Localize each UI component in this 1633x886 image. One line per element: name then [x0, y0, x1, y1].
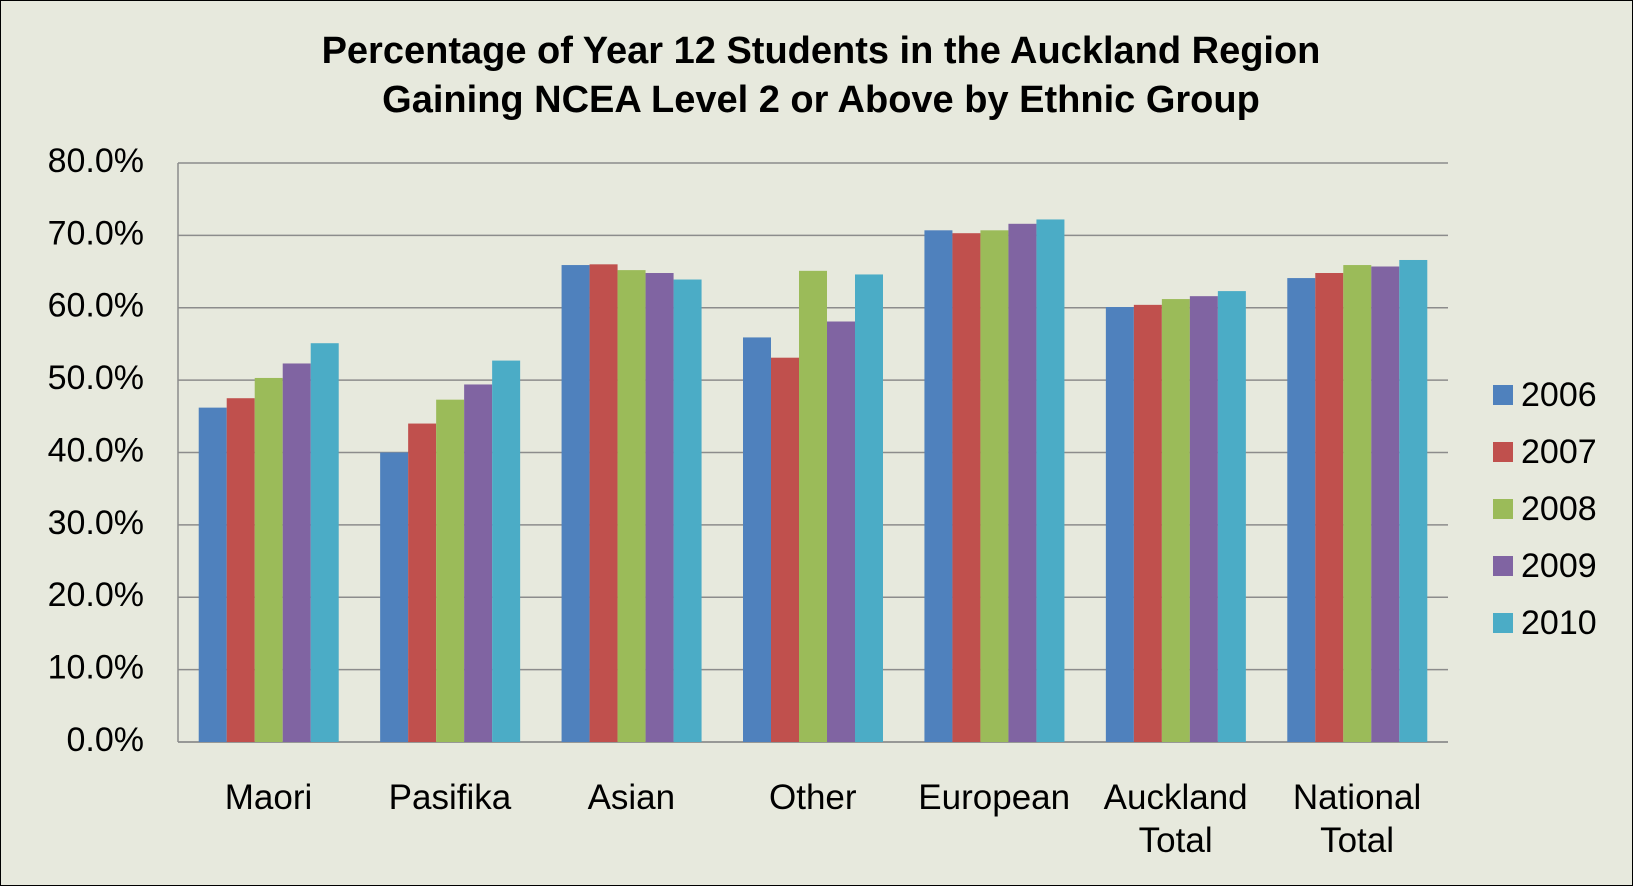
- bar: [310, 343, 339, 742]
- bar: [282, 363, 311, 742]
- legend-label: 2007: [1521, 433, 1597, 471]
- bar: [924, 230, 953, 742]
- bar: [980, 230, 1009, 742]
- bar: [617, 270, 646, 742]
- bar: [464, 384, 493, 742]
- x-tick-label: European: [918, 778, 1071, 817]
- x-tick-label: Auckland Total: [1103, 778, 1248, 860]
- legend-swatch: [1493, 499, 1513, 519]
- y-tick-label: 70.0%: [48, 214, 144, 252]
- bar: [589, 264, 618, 742]
- bar: [1189, 296, 1218, 742]
- bar: [254, 377, 283, 742]
- y-tick-label: 30.0%: [48, 504, 144, 542]
- bar: [436, 399, 465, 742]
- bar: [743, 337, 771, 742]
- legend-swatch: [1493, 385, 1513, 405]
- x-tick-label: National Total: [1292, 778, 1422, 860]
- legend-label: 2010: [1521, 604, 1597, 642]
- y-tick-label: 40.0%: [48, 431, 144, 469]
- bar: [645, 273, 674, 742]
- bar: [827, 321, 855, 742]
- x-tick-label: Asian: [587, 778, 676, 817]
- x-tick-label: Maori: [224, 778, 313, 817]
- y-tick-label: 10.0%: [48, 649, 144, 687]
- bar: [1036, 219, 1065, 742]
- bar: [198, 407, 227, 742]
- bar: [1287, 278, 1316, 742]
- chart-title: Percentage of Year 12 Students in the Au…: [322, 30, 1321, 72]
- bar: [1399, 259, 1428, 742]
- bar: [1105, 307, 1134, 742]
- legend-label: 2009: [1521, 547, 1597, 585]
- y-tick-label: 60.0%: [48, 287, 144, 325]
- legend-label: 2008: [1521, 490, 1597, 528]
- bar: [855, 274, 883, 742]
- bar: [380, 452, 409, 742]
- bar: [1343, 265, 1372, 742]
- y-tick-label: 50.0%: [48, 359, 144, 397]
- y-tick-label: 80.0%: [48, 142, 144, 180]
- y-tick-label: 20.0%: [48, 576, 144, 614]
- bar: [1133, 304, 1162, 742]
- bar: [226, 398, 255, 742]
- bar: [1008, 223, 1037, 743]
- bar: [492, 360, 521, 742]
- bar: [408, 423, 437, 742]
- bar: [799, 270, 827, 742]
- x-tick-label: Pasifika: [388, 778, 512, 817]
- bar: [952, 233, 981, 743]
- bar: [1315, 273, 1344, 742]
- bar: [561, 265, 590, 742]
- bar: [1371, 266, 1400, 742]
- bar: [1217, 291, 1246, 742]
- bar: [1161, 299, 1190, 742]
- legend-swatch: [1493, 442, 1513, 462]
- y-tick-label: 0.0%: [67, 721, 145, 759]
- legend-label: 2006: [1521, 376, 1597, 414]
- x-tick-label: Other: [769, 778, 857, 817]
- chart-title: Gaining NCEA Level 2 or Above by Ethnic …: [382, 79, 1260, 121]
- bar: [771, 357, 799, 742]
- bar: [673, 279, 702, 742]
- legend-swatch: [1493, 613, 1513, 633]
- legend-swatch: [1493, 556, 1513, 576]
